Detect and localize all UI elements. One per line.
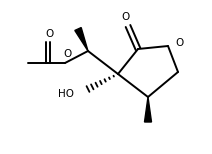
Text: O: O bbox=[175, 38, 183, 48]
Text: HO: HO bbox=[58, 89, 74, 99]
Polygon shape bbox=[145, 97, 152, 122]
Text: O: O bbox=[45, 29, 53, 39]
Polygon shape bbox=[75, 28, 88, 51]
Text: O: O bbox=[122, 12, 130, 22]
Text: O: O bbox=[63, 49, 71, 59]
